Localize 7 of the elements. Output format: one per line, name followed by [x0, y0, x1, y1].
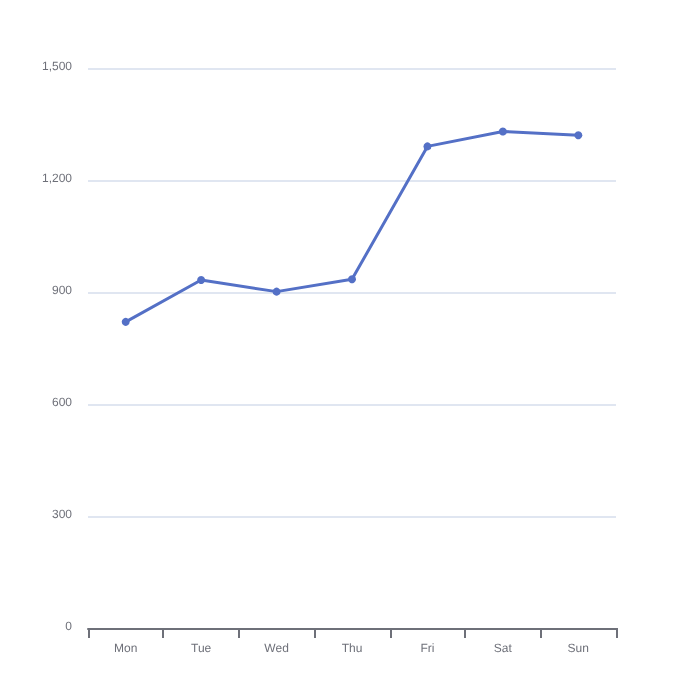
point [574, 131, 583, 140]
point [498, 127, 507, 136]
point [423, 142, 432, 151]
point [272, 287, 281, 296]
point [348, 275, 356, 284]
point [121, 317, 130, 326]
point [197, 276, 206, 285]
